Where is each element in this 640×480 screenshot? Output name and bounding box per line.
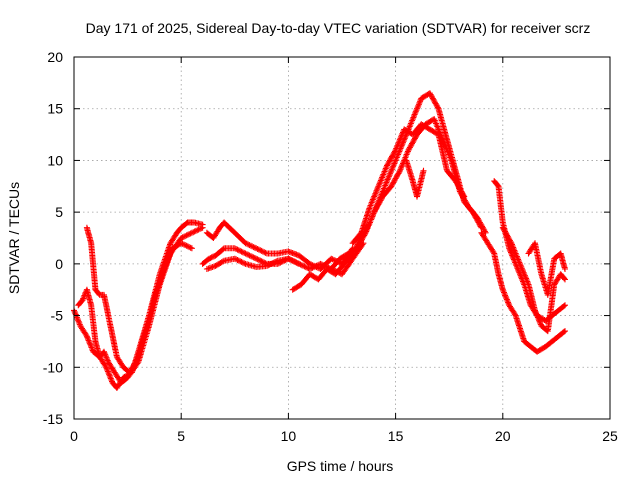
x-tick-label: 5: [177, 428, 185, 444]
axis-ticks: 0 5 10 15 20 25 -15 -10 -5 0 5 10 15 20: [43, 49, 618, 444]
data-series: [83, 224, 195, 376]
x-tick-label: 0: [70, 428, 78, 444]
data-markers: [71, 90, 568, 391]
data-series: [349, 121, 468, 247]
x-tick-label: 25: [602, 428, 618, 444]
y-tick-label: 20: [47, 49, 63, 65]
data-series: [525, 240, 568, 298]
data-series: [478, 229, 568, 355]
data-series: [499, 224, 568, 335]
y-tick-label: 15: [47, 101, 63, 117]
y-tick-label: -10: [43, 359, 63, 375]
data-point-markers: [203, 255, 303, 272]
data-point-markers: [83, 224, 195, 376]
data-point-markers: [499, 224, 568, 335]
data-point-markers: [403, 157, 427, 200]
y-tick-label: 10: [47, 152, 63, 168]
y-tick-label: -5: [51, 308, 64, 324]
x-tick-label: 20: [495, 428, 511, 444]
plot-frame: [73, 56, 611, 420]
data-series: [403, 157, 427, 200]
y-tick-label: 5: [55, 204, 63, 220]
y-axis-label: SDTVAR / TECUs: [6, 182, 22, 294]
data-point-markers: [478, 229, 568, 355]
x-tick-label: 10: [281, 428, 297, 444]
data-point-markers: [349, 121, 468, 247]
y-tick-label: 0: [55, 256, 63, 272]
data-point-markers: [525, 240, 568, 298]
x-tick-label: 15: [388, 428, 404, 444]
data-series: [203, 255, 303, 272]
chart-title: Day 171 of 2025, Sidereal Day-to-day VTE…: [86, 20, 591, 36]
y-tick-label: -15: [43, 411, 63, 427]
x-axis-label: GPS time / hours: [287, 458, 394, 474]
